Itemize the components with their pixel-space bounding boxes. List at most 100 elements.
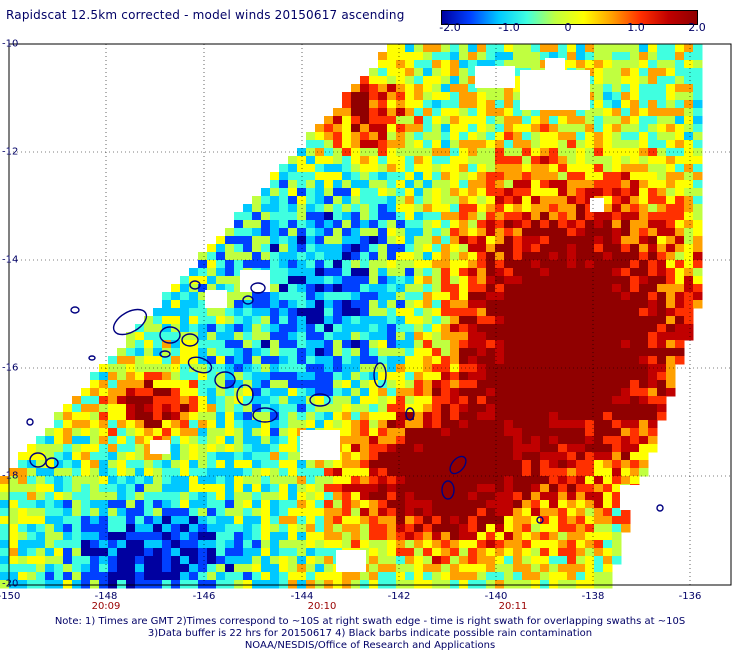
wind-cell: [513, 532, 523, 541]
wind-cell: [270, 404, 280, 413]
wind-cell: [378, 484, 388, 493]
wind-cell: [306, 404, 316, 413]
wind-cell: [477, 388, 487, 397]
wind-cell: [585, 228, 595, 237]
wind-cell: [639, 236, 649, 245]
wind-cell: [549, 388, 559, 397]
wind-cell: [693, 292, 703, 301]
wind-cell: [360, 356, 370, 365]
wind-cell: [342, 436, 352, 445]
wind-cell: [504, 452, 514, 461]
wind-cell: [342, 516, 352, 525]
wind-cell: [324, 380, 334, 389]
wind-cell: [531, 452, 541, 461]
wind-cell: [612, 236, 622, 245]
wind-cell: [369, 524, 379, 533]
wind-cell: [162, 324, 172, 333]
wind-cell: [261, 316, 271, 325]
wind-cell: [486, 452, 496, 461]
wind-cell: [333, 540, 343, 549]
wind-cell: [189, 532, 199, 541]
wind-cell: [207, 452, 217, 461]
wind-cell: [423, 260, 433, 269]
wind-cell: [666, 356, 676, 365]
wind-cell: [135, 436, 145, 445]
wind-cell: [18, 548, 28, 557]
wind-cell: [162, 532, 172, 541]
wind-cell: [378, 436, 388, 445]
wind-cell: [432, 92, 442, 101]
wind-cell: [477, 492, 487, 501]
wind-cell: [342, 444, 352, 453]
wind-cell: [495, 548, 505, 557]
wind-cell: [594, 308, 604, 317]
wind-cell: [603, 268, 613, 277]
wind-cell: [252, 380, 262, 389]
wind-cell: [36, 532, 46, 541]
wind-cell: [666, 276, 676, 285]
wind-cell: [495, 180, 505, 189]
wind-cell: [495, 292, 505, 301]
wind-cell: [531, 236, 541, 245]
wind-cell: [594, 148, 604, 157]
wind-cell: [567, 452, 577, 461]
wind-cell: [630, 260, 640, 269]
wind-cell: [684, 84, 694, 93]
wind-cell: [594, 364, 604, 373]
wind-cell: [576, 540, 586, 549]
wind-cell: [225, 244, 235, 253]
wind-cell: [144, 532, 154, 541]
wind-cell: [585, 268, 595, 277]
wind-cell: [216, 420, 226, 429]
wind-cell: [549, 116, 559, 125]
wind-cell: [279, 492, 289, 501]
wind-cell: [432, 188, 442, 197]
wind-cell: [621, 140, 631, 149]
wind-cell: [189, 332, 199, 341]
wind-cell: [270, 212, 280, 221]
wind-cell: [396, 412, 406, 421]
wind-cell: [567, 532, 577, 541]
wind-cell: [378, 236, 388, 245]
wind-cell: [270, 204, 280, 213]
wind-cell: [504, 172, 514, 181]
wind-cell: [315, 364, 325, 373]
wind-cell: [171, 404, 181, 413]
wind-cell: [486, 92, 496, 101]
wind-cell: [234, 404, 244, 413]
wind-cell: [423, 140, 433, 149]
wind-cell: [594, 476, 604, 485]
wind-cell: [513, 204, 523, 213]
wind-cell: [369, 508, 379, 517]
wind-cell: [441, 76, 451, 85]
wind-cell: [144, 556, 154, 565]
wind-cell: [369, 396, 379, 405]
wind-cell: [648, 324, 658, 333]
wind-cell: [567, 196, 577, 205]
wind-cell: [540, 180, 550, 189]
wind-cell: [612, 372, 622, 381]
wind-cell: [225, 348, 235, 357]
wind-cell: [225, 404, 235, 413]
wind-cell: [648, 44, 658, 53]
wind-cell: [513, 412, 523, 421]
wind-cell: [81, 548, 91, 557]
wind-cell: [306, 204, 316, 213]
wind-cell: [630, 124, 640, 133]
wind-cell: [594, 228, 604, 237]
wind-cell: [225, 460, 235, 469]
wind-cell: [351, 292, 361, 301]
wind-cell: [405, 60, 415, 69]
wind-cell: [468, 108, 478, 117]
lat-label: -16: [2, 362, 19, 374]
wind-cell: [603, 324, 613, 333]
wind-cell: [405, 476, 415, 485]
wind-cell: [495, 284, 505, 293]
wind-cell: [252, 388, 262, 397]
wind-cell: [486, 556, 496, 565]
wind-cell: [144, 452, 154, 461]
wind-cell: [450, 76, 460, 85]
wind-cell: [432, 172, 442, 181]
wind-cell: [540, 388, 550, 397]
wind-cell: [432, 556, 442, 565]
